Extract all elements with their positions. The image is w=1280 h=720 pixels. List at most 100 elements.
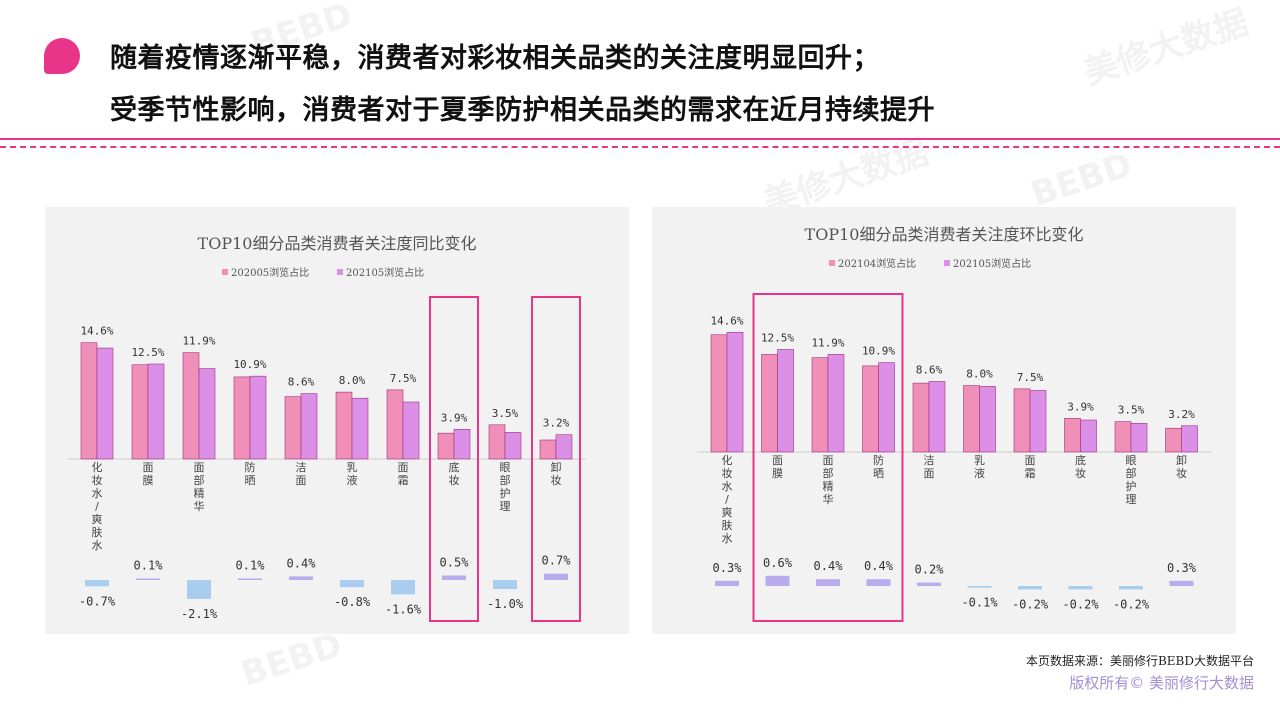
legend-label: 202105浏览占比 [346,266,424,279]
category-label: 化妆水/爽肤水 [92,460,103,552]
chart-title: TOP10细分品类消费者关注度同比变化 [198,234,477,253]
chart-title: TOP10细分品类消费者关注度环比变化 [805,225,1084,244]
data-label: 7.5% [1017,371,1044,384]
change-label: 0.7% [542,554,572,568]
chart-mom: TOP10细分品类消费者关注度环比变化 202104浏览占比 202105浏览占比 1… [697,225,1212,622]
data-label: 3.5% [492,407,519,420]
highlight-box [429,296,479,622]
bar [300,393,318,460]
category-label: 面膜 [143,461,154,487]
legend-label: 202005浏览占比 [231,266,309,279]
change-label: -1.6% [385,602,422,616]
bar [979,386,996,453]
category-label: 眼部护理 [500,461,511,513]
legend-swatch [829,260,835,266]
change-label: -0.8% [334,595,371,609]
change-label: -2.1% [181,607,218,621]
change-bar [1119,586,1143,590]
change-bar [289,576,313,580]
data-label: 3.9% [1067,400,1094,413]
change-label: 0.4% [814,559,844,573]
chart-panel-yoy: TOP10细分品类消费者关注度同比变化 202005浏览占比 202105浏览占比 1… [45,207,629,634]
bar [335,391,353,460]
header-divider-dashed [0,146,1280,148]
category-label: 面霜 [1025,454,1036,480]
bar [862,365,879,453]
bar [1064,418,1081,453]
data-label: 10.9% [862,345,895,358]
chart-yoy: TOP10细分品类消费者关注度同比变化 202005浏览占比 202105浏览占比 1… [67,234,586,622]
bar [453,429,471,460]
change-label: -1.0% [487,597,524,611]
watermark-text: BEBD [236,625,347,695]
change-label: -0.2% [1062,597,1099,611]
data-label: 11.9% [811,336,844,349]
change-label: -0.7% [79,594,116,608]
change-bar [816,579,840,586]
change-bar [238,578,262,580]
change-label: -0.2% [1113,597,1150,611]
legend-swatch [222,269,228,275]
category-label: 面部精华 [823,454,834,506]
category-label: 卸妆 [1176,453,1187,480]
data-label: 8.0% [966,368,993,381]
watermark-text: BEBD [1026,145,1137,215]
change-label: 0.4% [864,559,894,573]
bar [912,382,930,453]
bar [1029,390,1047,453]
category-label: 面膜 [772,454,783,480]
highlight-box [752,293,904,622]
bar [147,363,165,460]
bar [131,364,149,460]
headline-line-1: 随着疫情逐渐平稳，消费者对彩妆相关品类的关注度明显回升； [110,43,880,74]
bar [488,424,506,460]
change-bar [715,580,739,586]
bar [233,376,251,460]
headline-line-2: 受季节性影响，消费者对于夏季防护相关品类的需求在近月持续提升 [110,95,935,126]
highlight-box [531,296,581,622]
change-label: 0.1% [134,559,164,573]
bar [182,352,200,460]
bar [1013,388,1031,453]
legend-label: 202105浏览占比 [953,257,1031,270]
bar [827,354,845,453]
category-label: 洁面 [296,461,307,487]
bar [878,362,895,453]
change-label: 0.3% [713,561,743,575]
data-label: 3.9% [441,411,468,424]
category-label: 底妆 [1075,453,1086,480]
change-label: 0.4% [287,556,317,570]
category-label: 化妆水/爽肤水 [722,453,733,545]
change-bar [85,580,109,587]
data-label: 3.2% [1168,408,1195,421]
chart-panel-mom: TOP10细分品类消费者关注度环比变化 202104浏览占比 202105浏览占比 1… [652,207,1236,634]
change-label: 0.3% [1167,561,1197,575]
change-bar [1018,586,1042,590]
bar [198,368,216,460]
category-label: 面霜 [398,461,409,487]
bar [726,331,744,453]
data-label: 10.9% [233,358,266,371]
bar [1165,427,1182,453]
category-label: 乳液 [347,461,358,487]
legend-swatch [944,260,950,266]
bar [1080,419,1097,453]
bar [1130,423,1148,453]
change-bar [967,586,992,588]
change-bar [340,580,364,588]
change-bar [765,575,790,586]
change-bar [442,575,466,580]
bar [284,396,302,460]
bar [249,375,267,460]
bar [811,357,829,453]
header-divider [0,138,1280,140]
change-label: -0.2% [1012,597,1049,611]
data-label: 8.6% [916,363,943,376]
data-label: 11.9% [182,335,215,348]
bar [437,432,455,460]
change-bar [391,580,415,595]
bar [504,432,522,460]
change-bar [136,578,160,580]
change-label: 0.6% [763,556,793,570]
bar [80,342,98,460]
